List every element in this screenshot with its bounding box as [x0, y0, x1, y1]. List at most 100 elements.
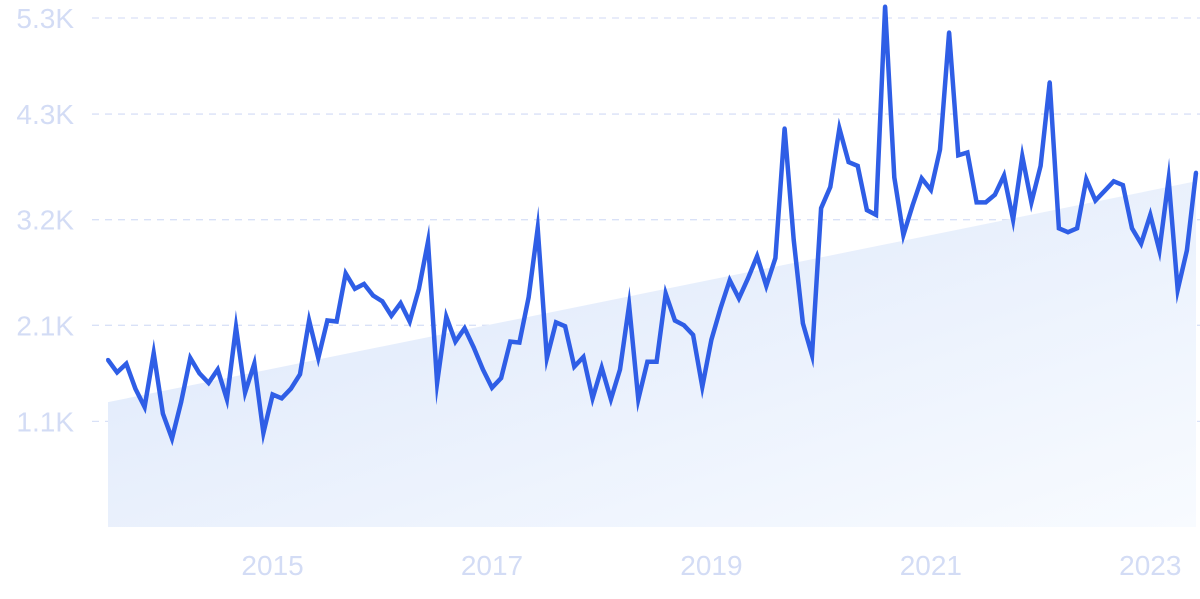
data-point	[1038, 163, 1043, 168]
data-point	[252, 361, 257, 366]
data-point	[1047, 80, 1052, 85]
data-point	[1175, 287, 1180, 292]
data-point	[490, 385, 494, 390]
data-point	[645, 359, 650, 364]
data-point	[928, 187, 933, 192]
data-point	[435, 380, 440, 385]
y-axis-ticks: 1.1K 2.1K 3.2K 4.3K 5.3K	[16, 3, 74, 437]
y-tick-label: 4.3K	[16, 99, 74, 130]
data-point	[115, 370, 120, 375]
data-point	[572, 364, 577, 369]
data-point	[663, 291, 668, 296]
data-point	[261, 430, 266, 435]
data-point	[170, 436, 174, 441]
data-point	[810, 353, 814, 358]
data-point	[243, 390, 248, 395]
data-point	[590, 396, 595, 401]
data-point	[471, 345, 476, 350]
data-point	[215, 367, 220, 372]
data-point	[855, 163, 860, 168]
data-point	[828, 185, 833, 189]
data-point	[682, 323, 686, 328]
data-point	[700, 384, 705, 389]
data-point	[1020, 154, 1025, 159]
x-tick-label: 2023	[1119, 550, 1181, 581]
x-tick-label: 2015	[241, 550, 303, 581]
data-point	[773, 256, 778, 261]
data-point	[901, 233, 906, 237]
y-tick-label: 1.1K	[16, 406, 74, 437]
data-point	[106, 357, 110, 362]
y-tick-label: 3.2K	[16, 205, 74, 236]
data-point	[1184, 248, 1189, 253]
data-point	[636, 397, 641, 402]
data-point	[480, 367, 485, 372]
data-point	[599, 365, 604, 370]
data-point	[864, 208, 869, 213]
data-point	[746, 276, 750, 281]
data-point	[270, 392, 275, 397]
data-point	[279, 396, 284, 401]
data-point	[672, 318, 677, 323]
data-point	[736, 296, 741, 301]
x-tick-label: 2019	[680, 550, 742, 581]
data-point	[352, 286, 357, 291]
x-tick-label: 2021	[900, 550, 962, 581]
data-point	[535, 226, 540, 231]
data-point	[398, 301, 403, 306]
data-point	[983, 200, 988, 205]
data-point	[517, 340, 522, 345]
series-layer	[106, 4, 1199, 447]
data-point	[124, 361, 129, 366]
data-point	[1066, 230, 1070, 235]
data-point	[1130, 226, 1134, 231]
trend-area	[108, 181, 1196, 527]
data-point	[416, 286, 421, 291]
x-tick-label: 2017	[461, 550, 523, 581]
data-point	[608, 397, 613, 402]
data-point	[206, 380, 211, 385]
data-point	[910, 203, 915, 208]
data-point	[426, 239, 430, 244]
data-point	[1029, 200, 1034, 205]
data-point	[343, 271, 348, 276]
data-point	[974, 200, 979, 205]
data-point	[791, 237, 796, 242]
data-point	[1002, 173, 1006, 178]
data-point	[718, 306, 723, 310]
y-tick-label: 5.3K	[16, 3, 74, 34]
data-point	[316, 356, 321, 360]
data-point	[1093, 198, 1098, 203]
data-point	[627, 303, 632, 308]
data-point	[1111, 179, 1116, 184]
data-point	[618, 367, 622, 372]
data-point	[1102, 188, 1107, 193]
data-point	[919, 176, 924, 181]
data-point	[1056, 226, 1061, 231]
data-point	[444, 314, 449, 319]
data-point	[151, 351, 156, 356]
data-point	[956, 153, 961, 158]
data-point	[755, 254, 760, 259]
data-point	[160, 411, 165, 416]
data-point	[1084, 177, 1089, 182]
series-line	[106, 6, 1199, 447]
data-point	[709, 337, 714, 342]
data-point	[581, 355, 586, 359]
data-point	[544, 356, 549, 360]
data-point	[1166, 177, 1171, 182]
data-point	[234, 325, 238, 330]
data-point	[499, 376, 504, 381]
data-point	[1011, 217, 1016, 222]
data-point	[224, 397, 229, 402]
data-point	[727, 278, 732, 283]
data-point	[362, 282, 366, 286]
data-point	[837, 126, 842, 131]
data-point	[371, 293, 376, 298]
data-point	[782, 126, 787, 131]
data-point	[1139, 241, 1144, 246]
data-point	[133, 386, 138, 391]
x-axis-ticks: 2015 2017 2019 2021 2023	[241, 550, 1181, 581]
data-point	[1194, 170, 1198, 175]
